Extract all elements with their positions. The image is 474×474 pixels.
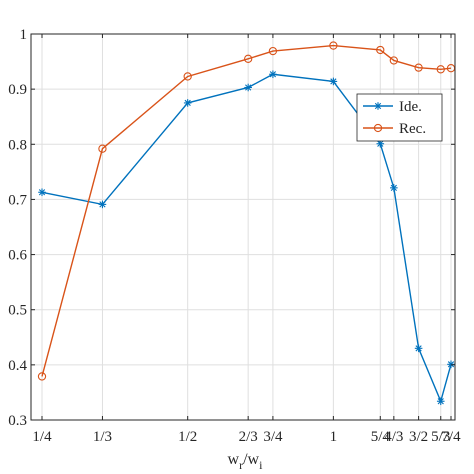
data-point-ide	[414, 344, 423, 353]
data-point-rec	[183, 72, 192, 81]
data-point-rec	[244, 54, 253, 63]
legend-marker-rec	[373, 123, 383, 133]
x-tick-label: 1/4	[32, 429, 52, 445]
x-axis-label: wr/wi	[228, 451, 264, 472]
y-tick-label: 0.5	[8, 303, 27, 319]
x-tick-label: 3/2	[409, 429, 428, 445]
x-tick-label: 3/4	[263, 429, 283, 445]
plot-frame	[30, 33, 456, 421]
data-point-rec	[98, 144, 107, 153]
legend: Ide. Rec.	[356, 93, 443, 142]
y-tick-label: 0.8	[8, 137, 27, 153]
legend-label-rec: Rec.	[399, 121, 426, 137]
x-tick-label: 4/3	[384, 429, 403, 445]
legend-entry-ide: Ide.	[363, 99, 422, 115]
data-point-rec	[389, 56, 398, 65]
legend-label-ide: Ide.	[399, 99, 422, 115]
data-point-rec	[436, 65, 445, 74]
x-axis-label-main2: w	[248, 451, 260, 468]
x-axis-label-slash: /	[243, 451, 248, 468]
y-tick-label: 0.7	[8, 192, 27, 208]
data-point-rec	[329, 41, 338, 50]
data-point-rec	[268, 46, 278, 56]
data-point-ide	[329, 77, 338, 86]
series-line-rec	[41, 44, 452, 377]
y-axis-tick-labels: 0.3 0.4 0.5 0.6 0.7 0.8 0.9 1	[8, 27, 27, 429]
x-tick-label: 5/3	[431, 429, 450, 445]
series-rec	[37, 41, 456, 381]
x-axis-tick-labels: 1/4 1/3 1/2 2/3 3/4 1 5/44/3 3/2 5/37/4	[32, 429, 461, 445]
legend-entry-rec: Rec.	[363, 121, 426, 137]
x-axis-label-sub2: i	[259, 458, 263, 472]
grid-lines	[31, 33, 455, 421]
data-point-rec	[414, 63, 423, 72]
x-tick-label: 1/3	[93, 429, 112, 445]
data-point-ide	[38, 188, 46, 197]
x-axis-label-main1: w	[228, 451, 240, 468]
data-point-ide	[390, 184, 398, 192]
series-ide	[38, 70, 455, 406]
y-tick-label: 0.9	[8, 82, 27, 98]
y-tick-label: 1	[20, 27, 28, 43]
series-layer	[37, 41, 456, 406]
x-tick-label: 2/3	[239, 429, 258, 445]
plot-background	[31, 34, 455, 420]
data-point-ide	[436, 397, 445, 406]
y-tick-label: 0.6	[8, 248, 27, 264]
x-tick-label: 7/4	[441, 429, 461, 445]
x-tick-label: 1/2	[178, 429, 197, 445]
data-point-rec	[37, 372, 47, 381]
x-tick-label: 5/4	[371, 429, 391, 445]
x-axis-label-sub1: r	[239, 458, 243, 472]
x-tick-label: 1	[330, 429, 338, 445]
y-tick-label: 0.3	[8, 413, 27, 429]
data-point-ide	[244, 83, 252, 92]
data-point-ide	[183, 99, 192, 107]
data-point-ide	[447, 360, 455, 369]
axis-ticks	[31, 33, 455, 421]
y-tick-label: 0.4	[8, 358, 27, 374]
data-point-ide	[98, 200, 107, 209]
legend-items: Ide. Rec.	[363, 99, 426, 137]
data-point-ide	[269, 70, 277, 79]
legend-marker-ide	[374, 102, 382, 110]
data-point-rec	[376, 45, 385, 55]
legend-box	[356, 93, 443, 142]
